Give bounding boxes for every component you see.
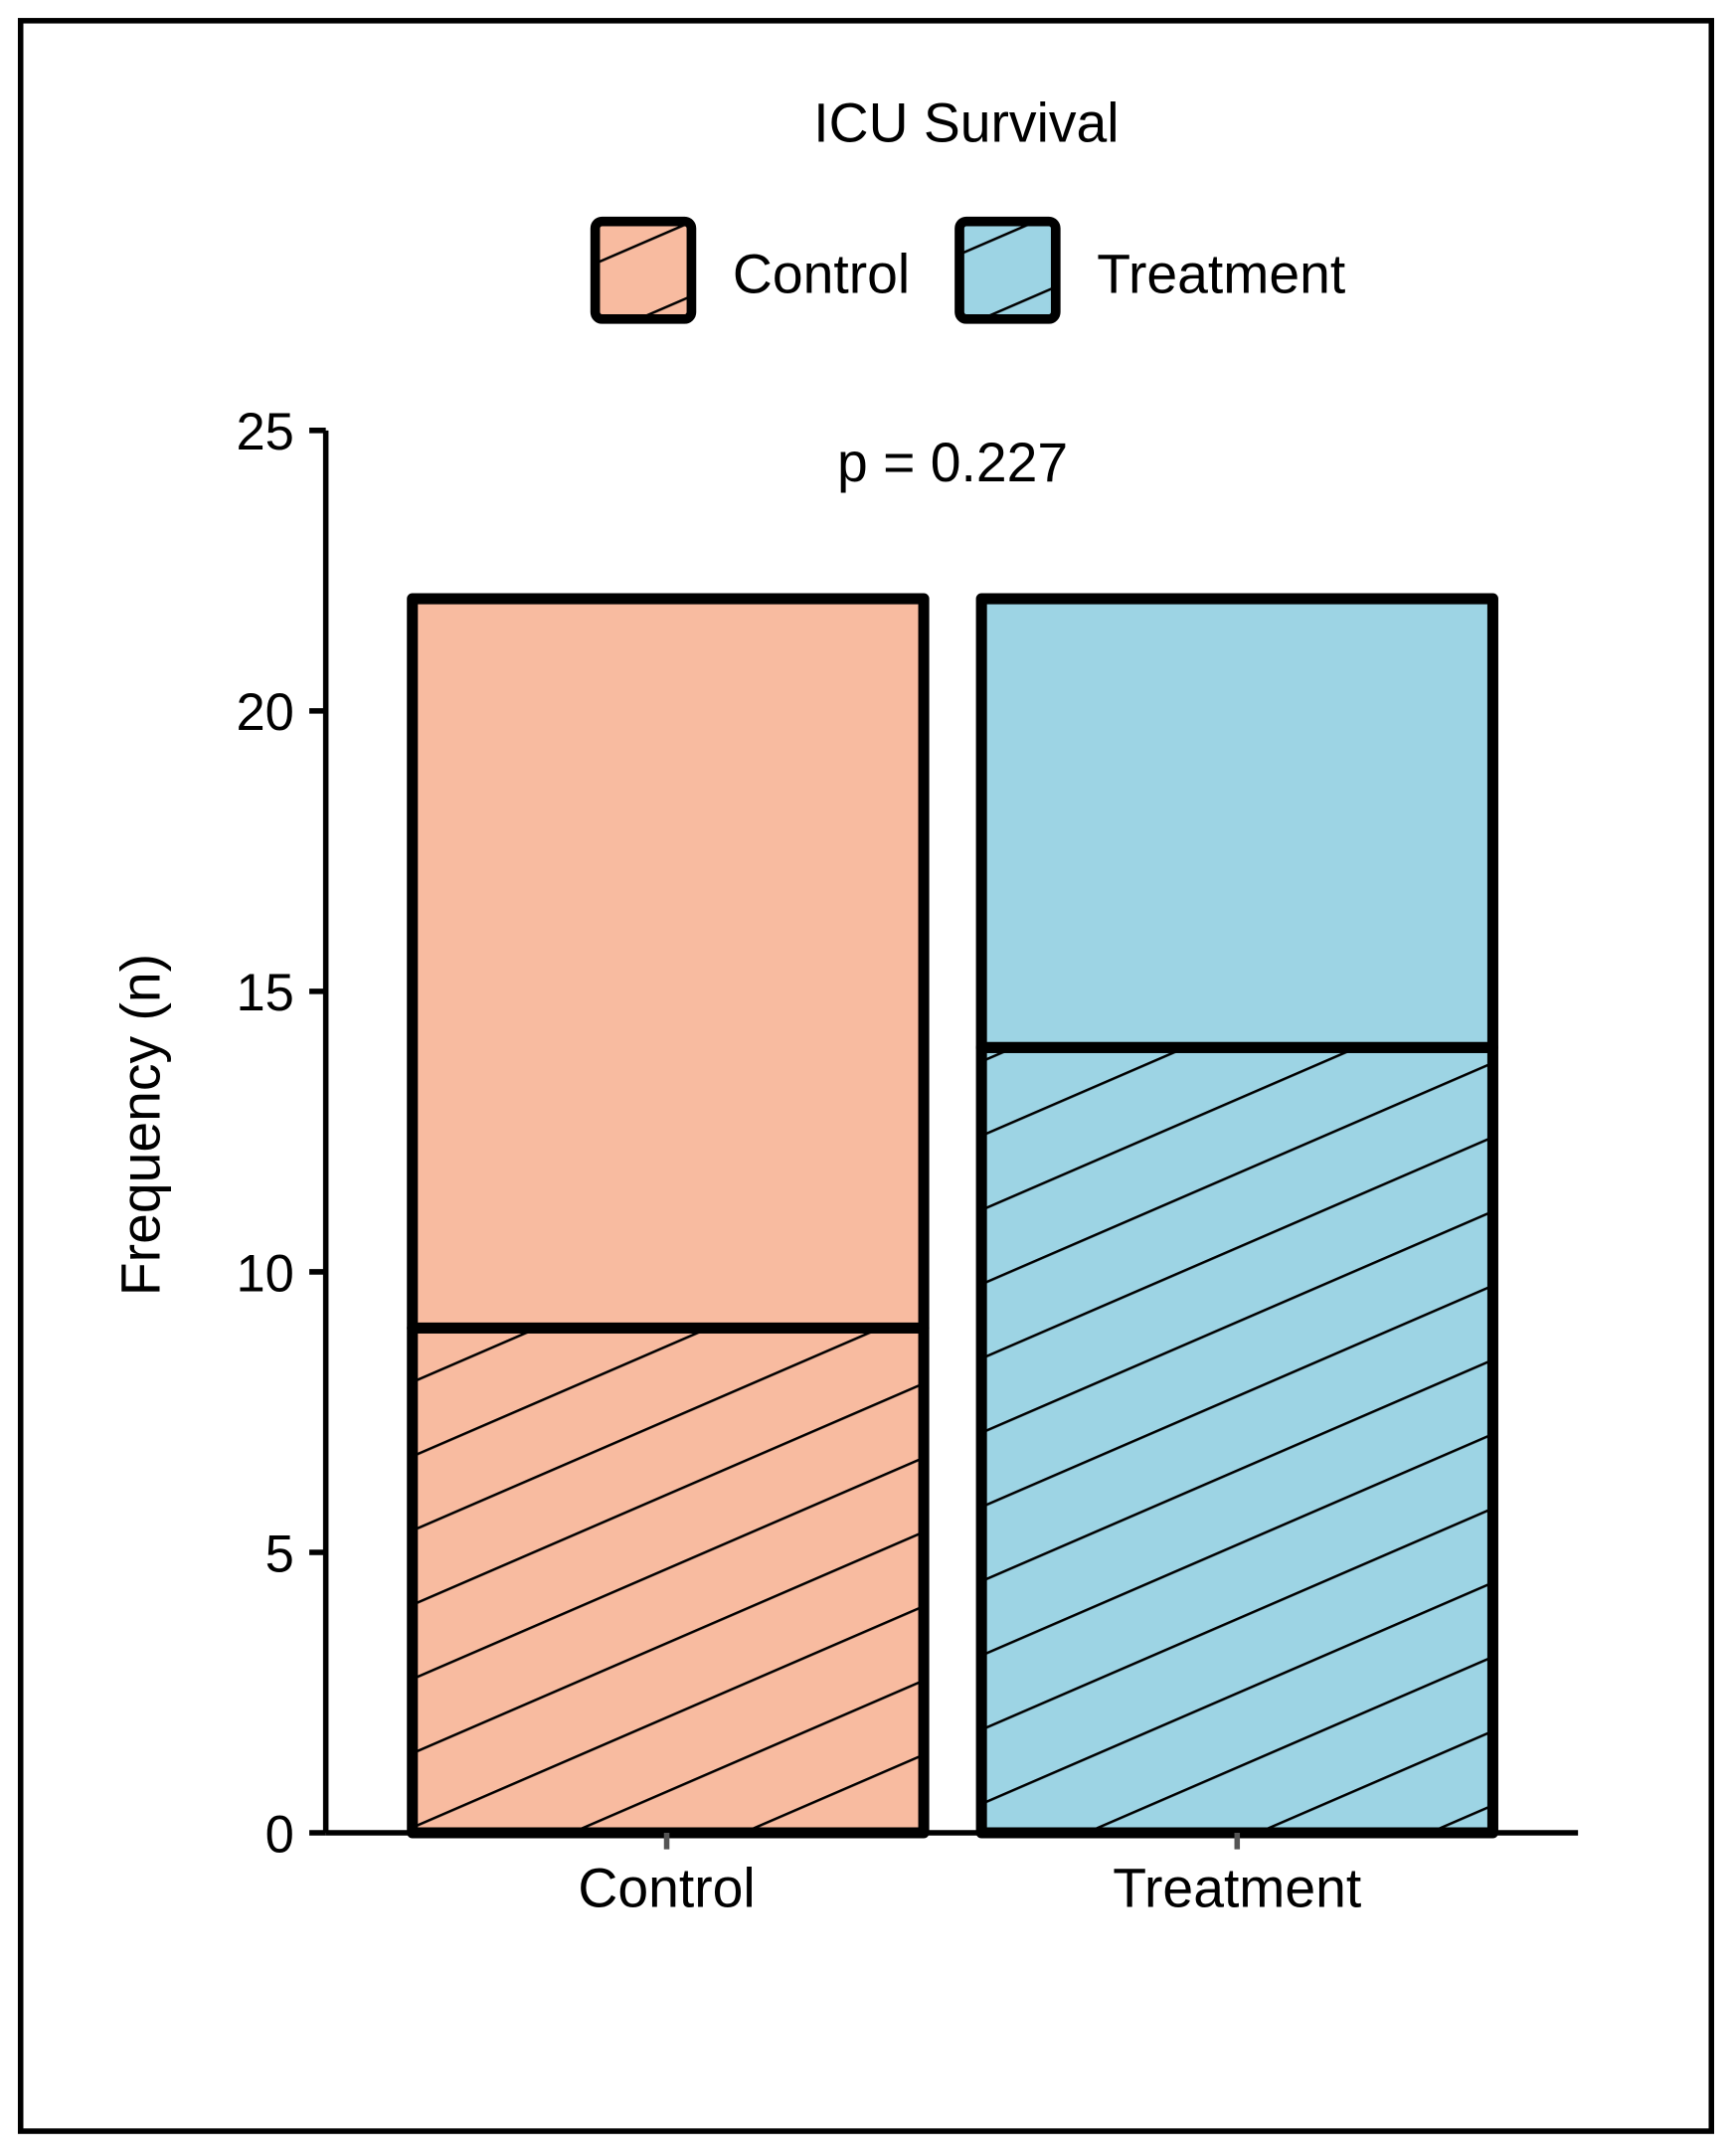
bar-segment-treatment-solid (975, 593, 1498, 1053)
y-tick-label: 20 (236, 683, 293, 742)
bar-segment-control-hatched (407, 1322, 930, 1839)
y-tick-label: 25 (236, 403, 293, 461)
y-axis: 0 5 10 15 20 25 (236, 403, 329, 1864)
x-tick-label-treatment: Treatment (1113, 1858, 1361, 1919)
p-value-annotation: p = 0.227 (837, 432, 1068, 493)
legend: Control Treatment (590, 216, 1345, 324)
legend-item-control: Control (590, 216, 910, 324)
legend-label-treatment: Treatment (1097, 244, 1345, 305)
bar-segment-control-solid (407, 593, 930, 1334)
legend-item-treatment: Treatment (954, 216, 1345, 324)
y-axis-label: Frequency (n) (109, 954, 171, 1296)
x-tick-label-control: Control (578, 1858, 755, 1919)
chart-title: ICU Survival (813, 91, 1119, 153)
y-tick-label: 0 (265, 1805, 294, 1864)
y-tick-label: 10 (236, 1244, 293, 1303)
legend-label-control: Control (733, 244, 910, 305)
y-tick-label: 15 (236, 964, 293, 1022)
x-axis: Control Treatment (325, 1830, 1579, 1919)
bars (407, 593, 1498, 1839)
y-tick-label: 5 (265, 1525, 294, 1583)
bar-segment-treatment-hatched (975, 1041, 1498, 1839)
